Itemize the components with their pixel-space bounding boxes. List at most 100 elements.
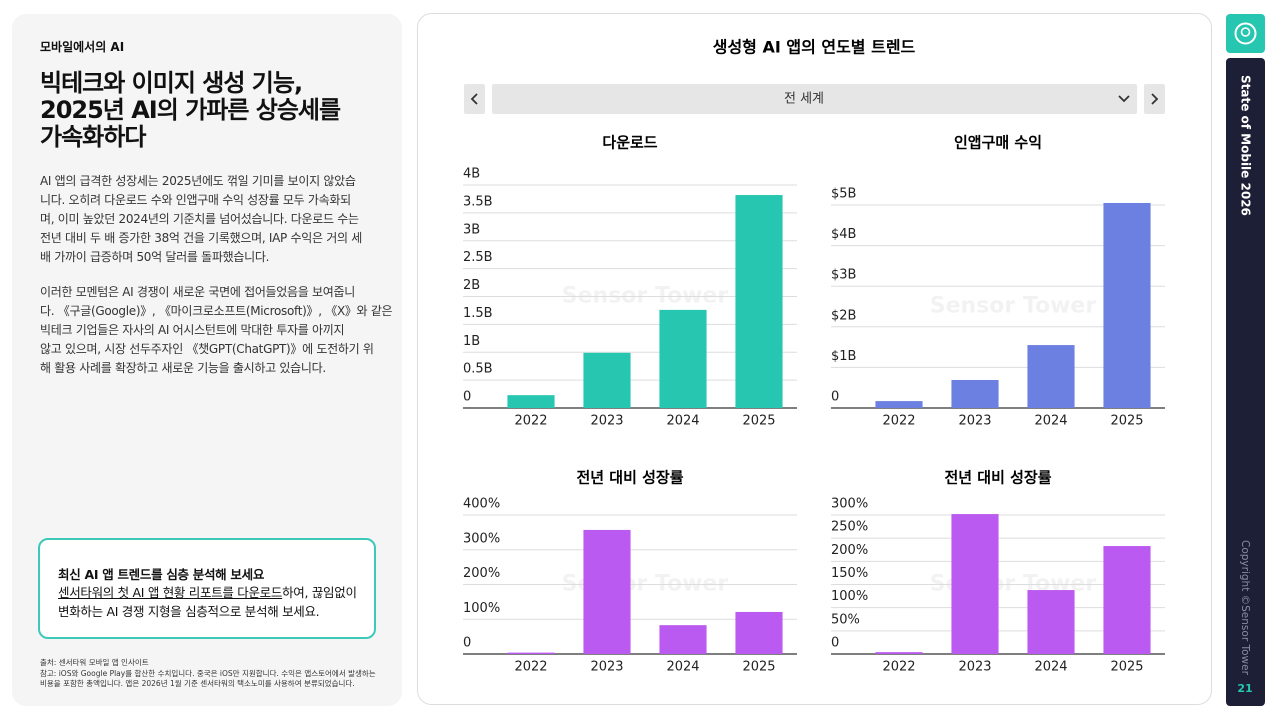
y-tick-label: $5B: [831, 187, 856, 202]
footnote: 비용을 포함한 총액입니다. 앱은 2026년 1월 기준 센서타워의 택소노미…: [40, 679, 355, 688]
chart-title: 다운로드: [602, 134, 657, 152]
y-tick-label: 300%: [831, 497, 868, 512]
y-tick-label: 0: [463, 636, 471, 651]
y-tick-label: 2.5B: [463, 250, 493, 265]
para-line: 니다. 오히려 다운로드 수와 인앱구매 수익 성장률 모두 가속화되: [40, 193, 351, 207]
x-tick-label: 2022: [882, 414, 915, 429]
para-line: 전년 대비 두 배 증가한 38억 건을 기록했으며, IAP 수익은 거의 세: [40, 231, 362, 245]
headline: 빅테크와 이미지 생성 기능, 2025년 AI의 가파른 상승세를 가속화하다: [40, 69, 341, 151]
y-tick-label: 1.5B: [463, 306, 493, 321]
y-tick-label: 100%: [831, 589, 868, 604]
x-tick-label: 2023: [590, 660, 623, 675]
y-tick-label: 150%: [831, 566, 868, 581]
region-label: 전 세계: [784, 92, 824, 107]
x-tick-label: 2023: [958, 414, 991, 429]
x-tick-label: 2022: [882, 660, 915, 675]
next-button[interactable]: [1144, 84, 1165, 114]
x-tick-label: 2024: [666, 414, 699, 429]
y-tick-label: $3B: [831, 268, 856, 283]
x-tick-label: 2024: [666, 660, 699, 675]
x-tick-label: 2024: [1034, 660, 1067, 675]
y-tick-label: 0: [831, 390, 839, 405]
y-tick-label: 250%: [831, 520, 868, 535]
sidebar-title: State of Mobile 2026: [1239, 75, 1253, 216]
y-tick-label: 4B: [463, 167, 480, 182]
footnote: 출처: 센서타워 모바일 앱 인사이트: [40, 658, 149, 667]
y-tick-label: $4B: [831, 227, 856, 242]
footnote: 참고: iOS와 Google Play를 합산한 수치입니다. 중국은 iOS…: [40, 668, 376, 678]
callout-text: 하여, 끊임없이: [282, 585, 357, 600]
y-tick-label: 3B: [463, 222, 480, 237]
para-line: 이러한 모멘텀은 AI 경쟁이 새로운 국면에 접어들었음을 보여줍니: [40, 285, 355, 299]
para-line: 해 활용 사례를 확장하고 새로운 기능을 출시하고 있습니다.: [40, 361, 326, 375]
bar: [659, 625, 707, 654]
y-tick-label: 3.5B: [463, 194, 493, 209]
bar: [659, 309, 707, 408]
y-tick-label: 2B: [463, 278, 480, 293]
para-line: 다. 《구글(Google)》, 《마이크로소프트(Microsoft)》, 《…: [40, 304, 393, 318]
chart-title: 전년 대비 성장률: [944, 469, 1051, 487]
para-line: 않고 있으며, 시장 선두주자인 《챗GPT(ChatGPT)》에 도전하기 위: [40, 342, 374, 356]
x-tick-label: 2025: [742, 660, 775, 675]
bar: [951, 379, 999, 408]
bar: [583, 529, 631, 654]
bar: [735, 611, 783, 654]
callout-link[interactable]: 센서타워의 첫 AI 앱 현황 리포트를 다운로드: [58, 585, 283, 600]
headline-line: 빅테크와 이미지 생성 기능,: [40, 69, 303, 97]
bar: [583, 352, 631, 408]
left-panel: 모바일에서의 AI 빅테크와 이미지 생성 기능, 2025년 AI의 가파른 …: [12, 14, 402, 706]
prev-icon: [470, 93, 478, 105]
para-line: AI 앱의 급격한 성장세는 2025년에도 꺾일 기미를 보이지 않았습: [40, 174, 356, 188]
main-title: 생성형 AI 앱의 연도별 트렌드: [713, 38, 916, 57]
sidebar: [1226, 58, 1265, 706]
para-line: 배 가까이 급증하며 50억 달러를 돌파했습니다.: [40, 250, 270, 264]
y-tick-label: 50%: [831, 612, 860, 627]
copyright: Copyright ©Sensor Tower: [1239, 540, 1251, 676]
para-line: 며, 이미 높았던 2024년의 기준치를 넘어섰습니다. 다운로드 수는: [40, 212, 359, 226]
x-tick-label: 2024: [1034, 414, 1067, 429]
x-tick-label: 2025: [742, 414, 775, 429]
y-tick-label: 300%: [463, 531, 500, 546]
region-select[interactable]: [492, 84, 1137, 114]
x-tick-label: 2025: [1110, 660, 1143, 675]
dropdown-icon: [1118, 95, 1130, 103]
paragraph: 이러한 모멘텀은 AI 경쟁이 새로운 국면에 접어들었음을 보여줍니 다. 《…: [40, 283, 393, 378]
x-tick-label: 2023: [590, 414, 623, 429]
prev-button[interactable]: [464, 84, 485, 114]
page-number: 21: [1237, 682, 1252, 695]
bar: [507, 395, 555, 408]
bar: [1027, 345, 1075, 408]
y-tick-label: 0.5B: [463, 362, 493, 377]
logo-box: [1226, 14, 1265, 53]
para-line: 빅테크 기업들은 자사의 AI 어시스턴트에 막대한 투자를 아끼지: [40, 323, 345, 337]
bar: [1103, 546, 1151, 654]
x-tick-label: 2025: [1110, 414, 1143, 429]
callout-line: 변화하는 AI 경쟁 지형을 심층적으로 분석해 보세요.: [58, 604, 320, 619]
callout-title: 최신 AI 앱 트렌드를 심층 분석해 보세요: [58, 567, 265, 582]
watermark: Sensor Tower: [930, 294, 1097, 319]
callout: 최신 AI 앱 트렌드를 심층 분석해 보세요 센서타워의 첫 AI 앱 현황 …: [38, 538, 376, 639]
kicker: 모바일에서의 AI: [40, 40, 125, 54]
headline-line: 2025년 AI의 가파른 상승세를: [40, 96, 341, 124]
x-tick-label: 2022: [514, 660, 547, 675]
y-tick-label: 400%: [463, 497, 500, 512]
x-tick-label: 2022: [514, 414, 547, 429]
y-tick-label: 1B: [463, 334, 480, 349]
x-tick-label: 2023: [958, 660, 991, 675]
y-tick-label: 100%: [463, 601, 500, 616]
next-icon: [1151, 93, 1159, 105]
bar: [735, 195, 783, 408]
bar: [1027, 590, 1075, 654]
y-tick-label: $1B: [831, 349, 856, 364]
bar: [875, 652, 923, 654]
y-tick-label: 200%: [463, 566, 500, 581]
logo-icon: [1240, 27, 1251, 37]
bar: [1103, 202, 1151, 408]
bar: [507, 652, 555, 654]
y-tick-label: 0: [463, 390, 471, 405]
footnotes: 출처: 센서타워 모바일 앱 인사이트 참고: iOS와 Google Play…: [40, 658, 376, 690]
logo-icon: [1234, 22, 1257, 45]
right-panel: [417, 13, 1212, 705]
